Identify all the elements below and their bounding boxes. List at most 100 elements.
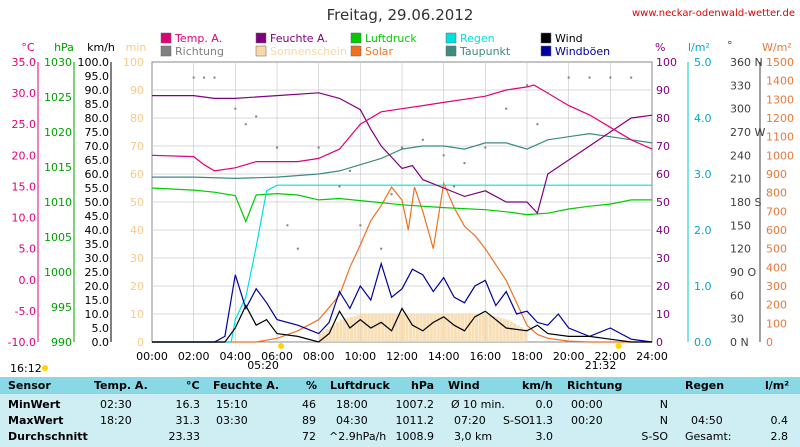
legend-swatch xyxy=(445,45,457,57)
sunshine-bar xyxy=(495,316,499,342)
statistics-table: Sensor Temp. A. °C Feuchte A. % Luftdruc… xyxy=(0,377,800,447)
sunshine-bar xyxy=(408,314,413,342)
x-tick-label: 22:00 xyxy=(594,350,626,363)
legend-label: Taupunkt xyxy=(459,45,511,58)
sunshine-bar xyxy=(509,321,513,342)
y-tick-label-direction: 180 S xyxy=(730,196,761,209)
y-tick-label-sunshine: 50 xyxy=(130,196,144,209)
x-tick-label: 10:00 xyxy=(344,350,376,363)
direction-point xyxy=(421,138,424,141)
row-label: Durchschnitt xyxy=(8,430,88,443)
sunset-label: 21:32 xyxy=(585,359,617,372)
rain-total-label: Gesamt: xyxy=(685,430,732,443)
direction-point xyxy=(442,154,445,157)
pressure-value: 1008.9 xyxy=(395,430,435,443)
direction-point xyxy=(380,247,383,250)
y-tick-label-temp: 35.0 xyxy=(12,56,37,69)
y-tick-label-temp: 25.0 xyxy=(12,118,37,131)
sunshine-bar xyxy=(367,314,371,342)
y-tick-label-direction: 270 W xyxy=(730,126,765,139)
y-tick-label-wind: 15.0 xyxy=(85,294,110,307)
y-tick-label-temp: 30.0 xyxy=(12,87,37,100)
y-tick-label-solar: 1500 xyxy=(766,56,794,69)
direction-point xyxy=(401,146,403,149)
rain-value: 0.4 xyxy=(770,414,789,427)
weather-chart: Freitag, 29.06.2012 www.neckar-odenwald-w… xyxy=(7,6,795,375)
x-tick-label: 14:00 xyxy=(428,350,460,363)
direction-point xyxy=(348,169,351,172)
y-tick-label-humidity: 20 xyxy=(656,280,670,293)
sunshine-bar xyxy=(523,328,527,342)
y-tick-label-solar: 1400 xyxy=(766,75,794,88)
direction-point xyxy=(390,193,393,196)
temp-value: 31.3 xyxy=(175,414,201,427)
sunshine-bar xyxy=(402,314,406,342)
legend-swatch xyxy=(160,32,172,44)
sunshine-bar xyxy=(336,321,340,342)
sunshine-bar xyxy=(513,323,517,342)
y-tick-label-pressure: 1030 xyxy=(44,56,72,69)
sunshine-bar xyxy=(374,314,378,342)
direction-point xyxy=(338,185,341,188)
sunshine-bar xyxy=(467,314,472,342)
sunshine-bar xyxy=(329,326,333,342)
sunshine-bar xyxy=(405,314,409,342)
sunshine-bar xyxy=(443,314,447,342)
y-tick-label-solar: 900 xyxy=(766,168,787,181)
y-axis-label-direction: ° xyxy=(727,39,733,52)
sunshine-bar xyxy=(516,325,520,342)
direction-point xyxy=(192,76,195,79)
y-tick-label-temp: -10.0 xyxy=(8,336,36,349)
sunshine-bar xyxy=(384,314,388,342)
y-tick-label-pressure: 1025 xyxy=(44,91,72,104)
pressure-value: 1011.2 xyxy=(395,414,435,427)
sunshine-bar xyxy=(395,314,399,342)
y-axis-label-solar: W/m² xyxy=(762,41,792,54)
sunshine-bar xyxy=(502,318,506,342)
legend-label: Windböen xyxy=(555,45,610,58)
direction-point xyxy=(286,224,289,227)
sunshine-bar xyxy=(450,314,454,342)
y-tick-label-humidity: 30 xyxy=(656,252,670,265)
sunrise-icon xyxy=(278,343,285,349)
sunshine-bar xyxy=(349,316,353,342)
y-tick-label-wind: 0.0 xyxy=(92,336,110,349)
y-tick-label-direction: 120 xyxy=(730,243,751,256)
sunshine-bar xyxy=(353,315,357,342)
y-tick-label-solar: 100 xyxy=(766,317,787,330)
legend-label: Richtung xyxy=(175,45,224,58)
wind-distance: 3,0 km xyxy=(454,430,493,443)
y-tick-label-solar: 200 xyxy=(766,299,787,312)
wind-label: 07:20 xyxy=(454,414,486,427)
y-axis-label-wind: km/h xyxy=(87,41,115,54)
header-wind-unit: km/h xyxy=(522,379,553,392)
y-tick-label-direction: 90 O xyxy=(730,266,756,279)
y-tick-label-humidity: 60 xyxy=(656,168,670,181)
direction-point xyxy=(526,84,528,87)
legend-label: Sonnenschein xyxy=(270,45,347,58)
pressure-trend: ^2.9hPa/h xyxy=(329,430,387,443)
y-tick-label-pressure: 1000 xyxy=(44,266,72,279)
y-tick-label-direction: 240 xyxy=(730,149,751,162)
sunshine-bar xyxy=(388,314,392,342)
y-tick-label-sunshine: 70 xyxy=(130,140,144,153)
y-tick-label-solar: 1100 xyxy=(766,131,794,144)
x-tick-label: 18:00 xyxy=(511,350,543,363)
direction-value: N xyxy=(659,414,668,427)
direction-point xyxy=(213,76,216,79)
y-tick-label-humidity: 10 xyxy=(656,308,670,321)
sunset-icon xyxy=(615,343,622,349)
rain-time: 04:50 xyxy=(691,414,723,427)
y-tick-label-rain: 2.0 xyxy=(694,224,712,237)
pressure-value: 1007.2 xyxy=(395,398,435,411)
sunshine-bar xyxy=(339,319,343,342)
humidity-value: 89 xyxy=(302,414,316,427)
y-tick-label-direction: 150 xyxy=(730,219,751,232)
y-tick-label-solar: 600 xyxy=(766,224,787,237)
wind-value: 0.0 xyxy=(535,398,554,411)
direction-point xyxy=(536,123,539,126)
wind-value: 11.3 xyxy=(528,414,554,427)
sunshine-bar xyxy=(440,314,444,342)
header-rain: Regen xyxy=(685,379,725,392)
direction-point xyxy=(453,185,456,188)
